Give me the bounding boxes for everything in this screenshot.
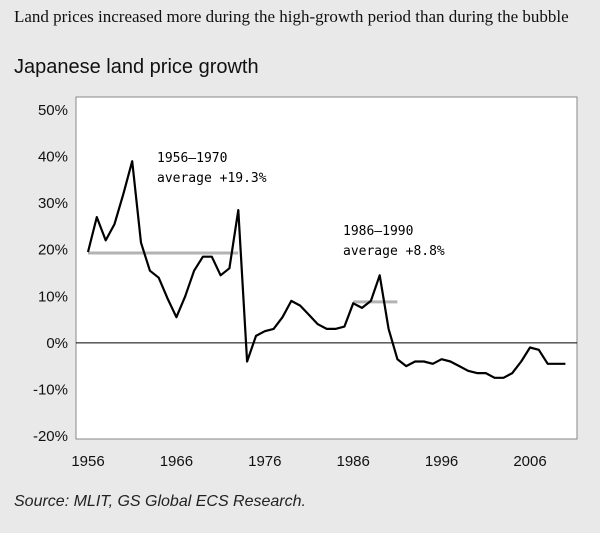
- plot-area: [75, 96, 578, 440]
- y-tick-label: 40%: [38, 149, 68, 166]
- y-tick-label: 20%: [38, 242, 68, 259]
- average-value-label: average +19.3%: [157, 171, 267, 186]
- series-line: [86, 160, 566, 379]
- y-tick-label: 0%: [46, 335, 68, 352]
- source-note: Source: MLIT, GS Global ECS Research.: [14, 493, 306, 510]
- x-tick-label: 2006: [513, 453, 546, 470]
- chart-title: Japanese land price growth: [14, 56, 259, 78]
- x-tick-label: 1996: [425, 453, 458, 470]
- y-tick-label: 10%: [38, 288, 68, 305]
- y-tick-label: -10%: [33, 381, 68, 398]
- chart-headline: Land prices increased more during the hi…: [14, 7, 569, 26]
- y-tick-label: 50%: [38, 102, 68, 119]
- y-tick-label: -20%: [33, 428, 68, 445]
- average-value-label: average +8.8%: [343, 244, 445, 259]
- x-tick-label: 1956: [71, 453, 104, 470]
- y-tick-label: 30%: [38, 195, 68, 212]
- x-tick-label: 1966: [160, 453, 193, 470]
- average-period-label: 1986–1990: [343, 224, 413, 239]
- x-tick-label: 1986: [337, 453, 370, 470]
- average-period-label: 1956–1970: [157, 151, 227, 166]
- x-tick-label: 1976: [248, 453, 281, 470]
